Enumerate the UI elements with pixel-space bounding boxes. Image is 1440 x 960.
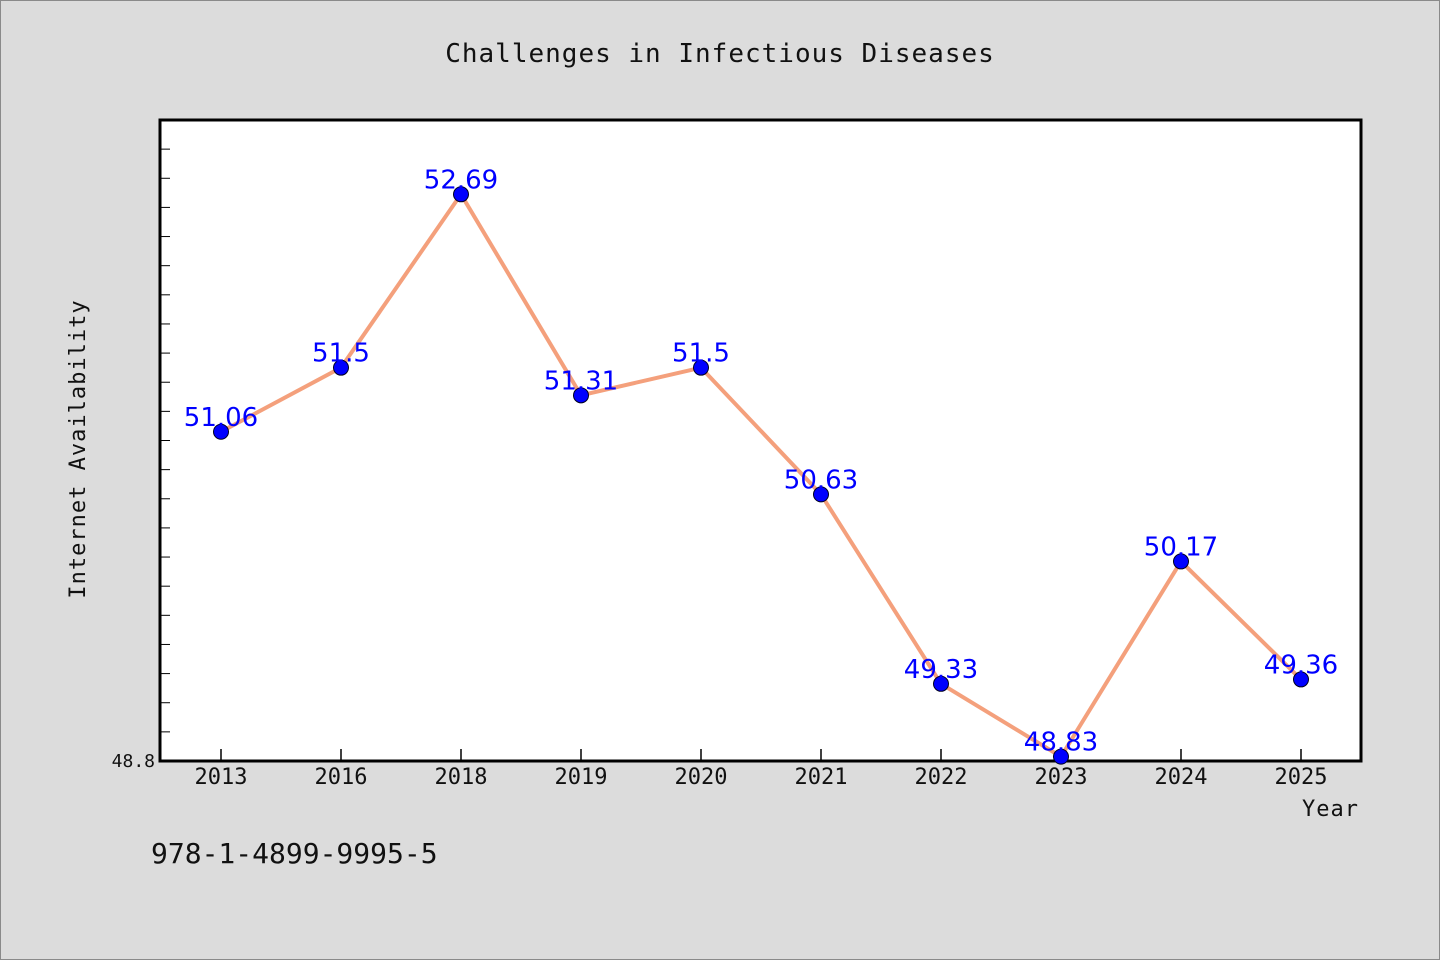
data-labels: 51.06 51.5 52.69 51.31 51.5 50.63 49.33 48.83 50… (184, 165, 1338, 757)
data-label: 52.69 (424, 165, 498, 195)
data-label: 51.5 (312, 339, 370, 369)
data-label: 51.06 (184, 403, 258, 433)
x-tick-label: 2018 (435, 765, 488, 790)
y-axis-label: Internet Availability (66, 299, 91, 598)
x-tick-label: 2024 (1155, 765, 1208, 790)
chart-title: Challenges in Infectious Diseases (445, 39, 995, 69)
y-axis-ticks (160, 148, 170, 733)
x-tick-label: 2025 (1275, 765, 1328, 790)
x-tick-label: 2019 (555, 765, 608, 790)
data-point (1053, 748, 1069, 765)
data-point (1293, 671, 1309, 688)
plot-area (158, 118, 1363, 763)
x-tick-label: 2021 (795, 765, 848, 790)
data-label: 51.31 (544, 366, 618, 396)
x-tick-label: 2022 (915, 765, 968, 790)
x-tick-label: 2020 (675, 765, 728, 790)
data-point (1173, 553, 1189, 570)
data-point (453, 186, 469, 203)
x-axis-label: Year (1302, 797, 1359, 822)
series-line (220, 192, 1303, 759)
x-tick-label: 2023 (1035, 765, 1088, 790)
data-label: 49.36 (1264, 650, 1338, 680)
y-tick-label-min: 48.8 (112, 751, 155, 772)
data-markers (213, 186, 1309, 765)
data-label: 50.17 (1144, 532, 1218, 562)
data-label: 48.83 (1024, 728, 1098, 758)
data-label: 50.63 (784, 465, 858, 495)
data-point (933, 675, 949, 692)
data-point (213, 423, 229, 440)
x-tick-labels: 2013 2016 2018 2019 2020 2021 2022 2023 2024 2025 (195, 765, 1328, 790)
x-tick-label: 2016 (315, 765, 368, 790)
data-point (813, 486, 829, 503)
isbn-text: 978-1-4899-9995-5 (151, 837, 438, 870)
x-tick-label: 2013 (195, 765, 248, 790)
data-label: 49.33 (904, 655, 978, 685)
data-label: 51.5 (672, 339, 730, 369)
data-point (693, 359, 709, 376)
data-point (573, 387, 589, 404)
data-point (333, 359, 349, 376)
